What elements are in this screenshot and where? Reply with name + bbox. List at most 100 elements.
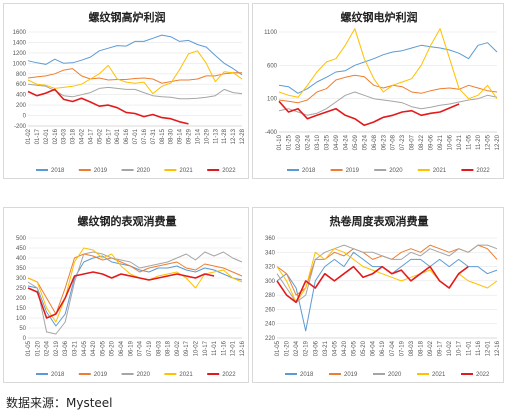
x-tick-label: 11-05: [467, 134, 473, 150]
series-line-2022: [278, 100, 460, 127]
x-tick-label: 09-14: [178, 128, 184, 144]
x-tick-label: 01-20: [35, 340, 41, 356]
x-tick-label: 12-13: [231, 128, 237, 144]
x-tick-label: 02-04: [45, 340, 51, 356]
legend-label-2022: 2022: [476, 372, 490, 378]
x-tick-label: 04-05: [332, 340, 338, 356]
x-tick-label: 10-06: [448, 134, 454, 150]
x-tick-label: 07-19: [147, 340, 153, 356]
x-tick-label: 05-24: [362, 134, 368, 150]
y-tick-label: 360: [265, 236, 276, 242]
series-line-2021: [27, 50, 243, 95]
x-tick-label: 03-18: [71, 128, 77, 144]
x-tick-label: 05-09: [353, 134, 359, 150]
x-tick-label: 03-06: [313, 340, 319, 356]
x-tick-label: 05-02: [97, 128, 103, 144]
x-tick-label: 12-16: [240, 340, 246, 356]
x-tick-label: 01-02: [26, 128, 32, 144]
x-tick-label: 09-21: [438, 134, 444, 150]
x-tick-label: 01-10: [277, 134, 283, 150]
x-tick-label: 06-19: [128, 340, 134, 356]
series-line-2021: [27, 247, 243, 323]
y-tick-label: 300: [16, 276, 27, 282]
x-tick-label: 11-13: [213, 128, 219, 144]
series-line-2019: [27, 253, 243, 315]
x-tick-label: 03-21: [73, 340, 79, 356]
x-tick-label: 07-19: [399, 340, 405, 356]
x-tick-label: 04-17: [88, 128, 94, 144]
x-tick-label: 06-01: [115, 128, 121, 144]
x-tick-label: 04-05: [82, 340, 88, 356]
legend-label-2022: 2022: [476, 168, 490, 174]
x-tick-label: 03-21: [323, 340, 329, 356]
y-tick-label: 240: [265, 322, 276, 328]
chart-panel-rebar-consumption: 螺纹钢的表观消费量 0 50 100 150 200 250 300 350 400 450 500…: [3, 207, 249, 383]
chart-title: 螺纹钢高炉利润: [89, 10, 166, 24]
x-tick-label: 03-06: [63, 340, 69, 356]
x-tick-label: 09-17: [438, 340, 444, 356]
x-tick-label: 02-09: [296, 134, 302, 150]
x-tick-label: 01-20: [285, 340, 291, 356]
series-line-2022: [27, 271, 215, 319]
legend-label-2019: 2019: [94, 372, 108, 378]
x-tick-label: 10-14: [195, 128, 201, 144]
x-tick-label: 05-20: [110, 340, 116, 356]
x-tick-label: 07-23: [400, 134, 406, 150]
x-tick-label: 05-05: [352, 340, 358, 356]
y-tick-label: 100: [267, 97, 278, 103]
legend-label-2019: 2019: [344, 372, 358, 378]
x-tick-label: 03-25: [324, 134, 330, 150]
x-tick-label: 11-28: [222, 128, 228, 144]
y-tick-label: 0: [23, 114, 27, 120]
data-source-label: 数据来源：Mysteel: [6, 396, 113, 410]
x-tick-label: 08-03: [409, 340, 415, 356]
y-tick-label: 1000: [13, 61, 27, 67]
x-tick-label: 01-17: [35, 128, 41, 144]
y-tick-label: 0: [23, 336, 27, 342]
y-tick-label: 200: [16, 103, 27, 109]
chart-rebar-consumption: 螺纹钢的表观消费量 0 50 100 150 200 250 300 350 400 450 500…: [16, 214, 246, 378]
x-tick-label: 12-01: [485, 340, 491, 356]
legend-label-2019: 2019: [346, 168, 360, 174]
series-line-2020: [276, 244, 498, 303]
series-line-2021: [278, 28, 498, 100]
x-tick-label: 08-07: [410, 134, 416, 150]
series-line-2019: [27, 68, 242, 84]
x-tick-label: 09-02: [428, 340, 434, 356]
series-line-2020: [278, 91, 498, 116]
y-tick-label: 350: [16, 266, 27, 272]
y-tick-label: 320: [265, 265, 276, 271]
series-line-2022: [276, 265, 469, 304]
x-tick-label: 11-16: [221, 340, 227, 356]
y-tick-label: 100: [16, 316, 27, 322]
x-tick-label: 02-16: [53, 128, 59, 144]
series-line-2021: [276, 248, 498, 303]
x-tick-label: 06-23: [381, 134, 387, 150]
y-tick-label: 1100: [264, 30, 278, 36]
x-tick-label: 04-02: [80, 128, 86, 144]
y-tick-label: 260: [265, 307, 276, 313]
x-tick-label: 12-01: [231, 340, 237, 356]
legend-label-2021: 2021: [432, 372, 446, 378]
y-tick-label: 50: [19, 326, 26, 332]
series-line-2020: [27, 83, 243, 100]
x-tick-label: 09-29: [187, 128, 193, 144]
x-tick-label: 11-01: [212, 340, 218, 356]
x-tick-label: 10-21: [457, 134, 463, 150]
y-tick-label: 800: [16, 72, 27, 78]
legend-label-2022: 2022: [222, 372, 236, 378]
chart-title: 螺纹钢电炉利润: [341, 10, 418, 24]
y-tick-label: 500: [16, 236, 27, 242]
y-tick-label: 400: [16, 93, 27, 99]
y-tick-label: 250: [16, 286, 27, 292]
y-tick-label: 1600: [13, 30, 27, 36]
legend-label-2020: 2020: [137, 372, 151, 378]
x-tick-label: 10-29: [204, 128, 210, 144]
x-tick-label: 06-04: [119, 340, 125, 356]
legend-label-2018: 2018: [51, 168, 65, 174]
x-tick-label: 07-01: [133, 128, 139, 144]
x-tick-label: 01-25: [286, 134, 292, 150]
x-tick-label: 07-08: [391, 134, 397, 150]
x-tick-label: 08-30: [169, 128, 175, 144]
x-tick-label: 06-08: [372, 134, 378, 150]
